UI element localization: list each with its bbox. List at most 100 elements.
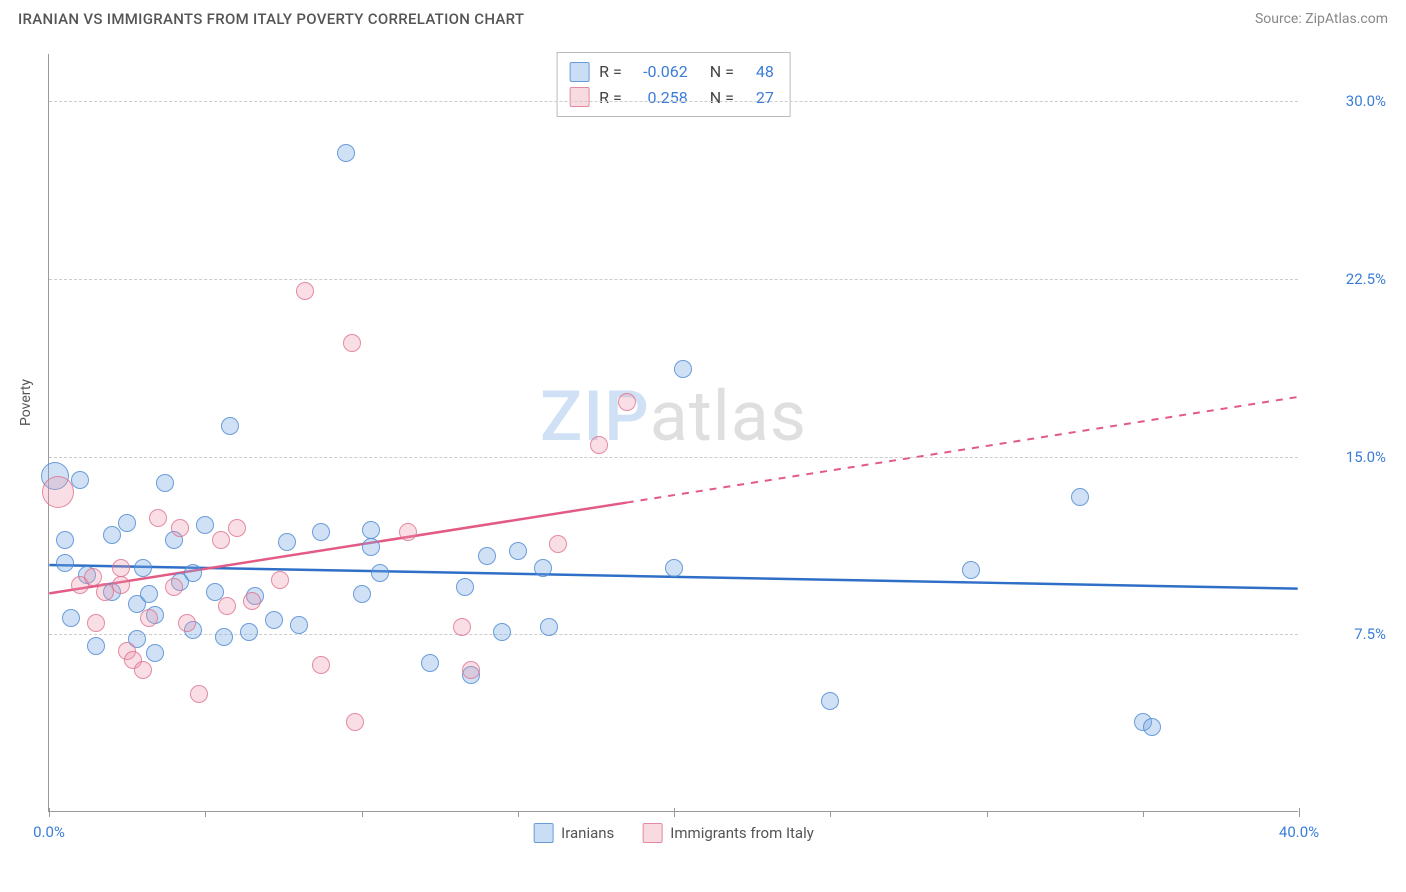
data-point [312,656,330,674]
y-tick-label: 22.5% [1306,270,1386,288]
data-point [149,509,167,527]
chart-plot-area: ZIPatlas R =-0.062N =48R =0.258N =27 Ira… [48,54,1298,812]
legend-swatch [642,823,662,843]
series-legend-label: Immigrants from Italy [670,824,814,842]
data-point [87,614,105,632]
chart-title: IRANIAN VS IMMIGRANTS FROM ITALY POVERTY… [18,10,524,28]
data-point [184,564,202,582]
x-tick [987,811,988,817]
data-point [1143,718,1161,736]
data-point [540,618,558,636]
data-point [221,417,239,435]
data-point [343,334,361,352]
data-point [87,637,105,655]
data-point [240,623,258,641]
gridline [49,457,1298,458]
y-tick-label: 7.5% [1306,625,1386,643]
data-point [165,578,183,596]
data-point [62,609,80,627]
data-point [215,628,233,646]
x-tick [49,808,50,817]
data-point [296,282,314,300]
data-point [362,538,380,556]
chart-header: IRANIAN VS IMMIGRANTS FROM ITALY POVERTY… [0,0,1406,36]
x-tick [1143,811,1144,817]
gridline [49,101,1298,102]
data-point [118,514,136,532]
y-tick-label: 30.0% [1306,92,1386,110]
data-point [1071,488,1089,506]
legend-row: R = -0.062 N = 48 [569,59,774,85]
data-point [362,521,380,539]
data-point [156,474,174,492]
legend-row: R =0.258N =27 [569,85,774,111]
watermark-logo: ZIPatlas [540,376,807,458]
data-point [462,661,480,679]
series-legend-item: Immigrants from Italy [642,823,814,843]
data-point [218,597,236,615]
data-point [534,559,552,577]
data-point [178,614,196,632]
series-legend-label: Iranians [561,824,614,842]
data-point [674,360,692,378]
data-point [196,516,214,534]
legend-n-value: 27 [744,85,774,111]
data-point [140,609,158,627]
legend-r-label: R = [599,85,622,111]
gridline [49,634,1298,635]
data-point [353,585,371,603]
gridline [49,279,1298,280]
data-point [42,476,74,508]
data-point [509,542,527,560]
x-tick-label: 40.0% [1279,823,1319,841]
data-point [134,559,152,577]
data-point [243,592,261,610]
legend-swatch [569,87,589,107]
data-point [453,618,471,636]
data-point [456,578,474,596]
data-point [618,393,636,411]
legend-swatch [569,62,589,82]
data-point [371,564,389,582]
legend-n-label: N = [710,59,734,85]
legend-r-label: R = [599,59,622,85]
data-point [962,561,980,579]
data-point [56,531,74,549]
x-tick [674,808,675,817]
data-point [212,531,230,549]
legend-n-value: 48 [744,59,774,85]
data-point [265,611,283,629]
legend-r-value: 0.258 [632,85,688,111]
data-point [337,144,355,162]
data-point [140,585,158,603]
data-point [112,559,130,577]
data-point [590,436,608,454]
data-point [190,685,208,703]
data-point [103,526,121,544]
legend-r-value: -0.062 [632,59,688,85]
data-point [312,523,330,541]
x-tick [518,811,519,817]
data-point [146,644,164,662]
series-legend-item: Iranians [533,823,614,843]
data-point [271,571,289,589]
data-point [56,554,74,572]
data-point [399,523,417,541]
x-tick [362,811,363,817]
y-axis-label: Poverty [18,379,34,426]
data-point [278,533,296,551]
data-point [821,692,839,710]
data-point [346,713,364,731]
data-point [134,661,152,679]
x-tick [1299,808,1300,817]
x-tick [205,811,206,817]
chart-source: Source: ZipAtlas.com [1255,11,1388,27]
data-point [290,616,308,634]
x-tick [830,811,831,817]
data-point [478,547,496,565]
data-point [171,519,189,537]
y-tick-label: 15.0% [1306,448,1386,466]
data-point [228,519,246,537]
data-point [493,623,511,641]
legend-swatch [533,823,553,843]
